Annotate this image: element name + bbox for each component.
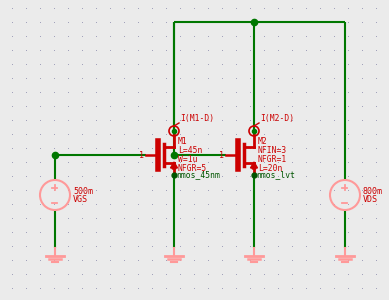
Text: W=1u: W=1u <box>178 155 198 164</box>
Text: M2: M2 <box>258 137 268 146</box>
FancyArrow shape <box>251 162 258 169</box>
Text: VDS: VDS <box>363 196 378 205</box>
Text: VGS: VGS <box>73 196 88 205</box>
Text: 1: 1 <box>139 151 144 160</box>
Text: 1: 1 <box>219 151 224 160</box>
Text: NFGR=5: NFGR=5 <box>178 164 207 173</box>
Text: I(M2-D): I(M2-D) <box>260 114 294 123</box>
Text: I(M1-D): I(M1-D) <box>180 114 214 123</box>
Text: M1: M1 <box>178 137 188 146</box>
Text: nmos_45nm: nmos_45nm <box>176 170 220 179</box>
Text: NFGR=1: NFGR=1 <box>258 155 287 164</box>
Text: 500m: 500m <box>73 187 93 196</box>
FancyArrow shape <box>170 162 177 169</box>
Text: L=20n: L=20n <box>258 164 282 173</box>
Text: 800m: 800m <box>363 187 383 196</box>
Text: nmos_lvt: nmos_lvt <box>256 170 295 179</box>
Text: L=45n: L=45n <box>178 146 202 155</box>
Text: NFIN=3: NFIN=3 <box>258 146 287 155</box>
